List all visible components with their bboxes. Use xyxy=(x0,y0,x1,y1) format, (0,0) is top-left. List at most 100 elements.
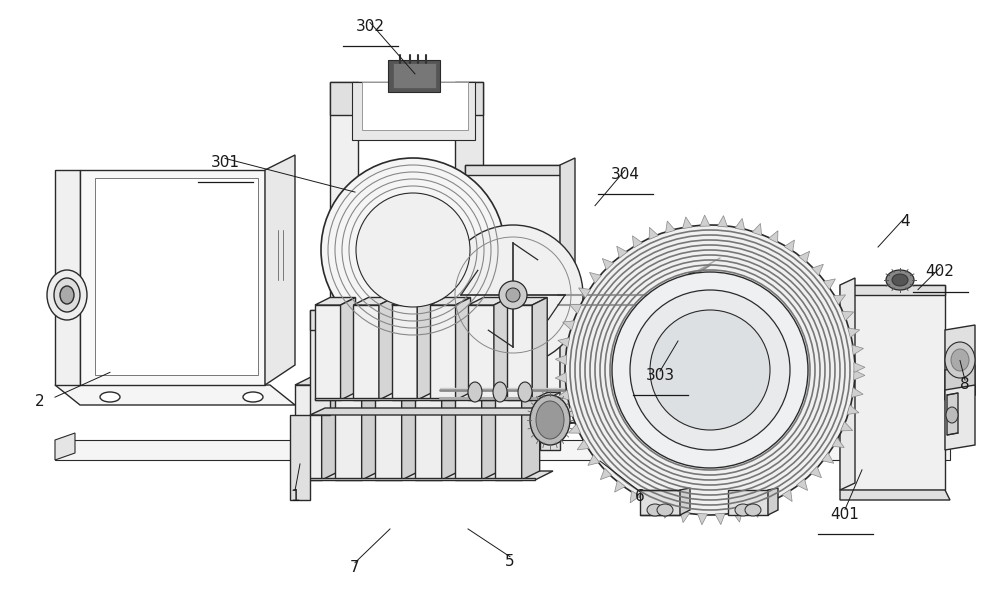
Polygon shape xyxy=(557,390,569,400)
Polygon shape xyxy=(495,376,540,385)
Polygon shape xyxy=(832,437,844,447)
Polygon shape xyxy=(330,82,483,115)
Ellipse shape xyxy=(650,310,770,430)
Ellipse shape xyxy=(951,349,969,371)
Polygon shape xyxy=(680,488,690,515)
Polygon shape xyxy=(315,398,545,400)
Polygon shape xyxy=(335,385,362,480)
Polygon shape xyxy=(590,272,601,283)
Polygon shape xyxy=(310,440,345,455)
Ellipse shape xyxy=(530,395,570,445)
Polygon shape xyxy=(847,405,859,414)
Polygon shape xyxy=(852,345,863,355)
Ellipse shape xyxy=(468,382,482,402)
Polygon shape xyxy=(507,297,547,305)
Ellipse shape xyxy=(945,342,975,378)
Polygon shape xyxy=(315,305,341,400)
Polygon shape xyxy=(310,408,560,415)
Polygon shape xyxy=(341,297,356,400)
Polygon shape xyxy=(823,279,835,290)
Polygon shape xyxy=(647,499,656,512)
Polygon shape xyxy=(649,228,658,239)
Ellipse shape xyxy=(668,280,692,310)
Text: 302: 302 xyxy=(356,19,384,34)
Polygon shape xyxy=(840,490,950,500)
Ellipse shape xyxy=(647,504,663,516)
Polygon shape xyxy=(375,385,402,480)
Polygon shape xyxy=(812,264,823,275)
Polygon shape xyxy=(353,297,394,305)
Polygon shape xyxy=(848,328,860,337)
Polygon shape xyxy=(683,217,692,229)
Polygon shape xyxy=(680,511,690,522)
Polygon shape xyxy=(822,453,834,463)
Polygon shape xyxy=(295,471,553,480)
Polygon shape xyxy=(379,297,394,400)
Polygon shape xyxy=(782,489,792,501)
Polygon shape xyxy=(295,385,322,480)
Ellipse shape xyxy=(612,272,808,468)
Polygon shape xyxy=(456,297,471,400)
Text: 5: 5 xyxy=(505,554,515,569)
Polygon shape xyxy=(353,305,379,400)
Text: 8: 8 xyxy=(960,376,970,392)
Polygon shape xyxy=(630,491,640,503)
Polygon shape xyxy=(947,393,958,435)
Polygon shape xyxy=(588,454,600,466)
Polygon shape xyxy=(810,466,821,478)
Text: 401: 401 xyxy=(831,506,859,522)
Polygon shape xyxy=(768,488,778,515)
Polygon shape xyxy=(579,288,591,298)
Polygon shape xyxy=(507,305,532,400)
Polygon shape xyxy=(95,178,258,375)
Polygon shape xyxy=(330,82,358,420)
Ellipse shape xyxy=(60,286,74,304)
Ellipse shape xyxy=(565,225,855,515)
Polygon shape xyxy=(766,498,776,511)
Polygon shape xyxy=(315,392,560,400)
Polygon shape xyxy=(468,305,494,400)
Polygon shape xyxy=(310,310,330,415)
Ellipse shape xyxy=(518,382,532,402)
Ellipse shape xyxy=(506,288,520,302)
Ellipse shape xyxy=(683,273,703,297)
Ellipse shape xyxy=(356,193,470,307)
Polygon shape xyxy=(558,337,570,348)
Polygon shape xyxy=(375,376,420,385)
Polygon shape xyxy=(310,310,545,330)
Polygon shape xyxy=(322,376,340,480)
Polygon shape xyxy=(540,420,560,450)
Polygon shape xyxy=(851,388,863,398)
Ellipse shape xyxy=(443,225,583,365)
Polygon shape xyxy=(455,385,482,480)
Polygon shape xyxy=(840,285,945,490)
Polygon shape xyxy=(945,365,975,400)
Polygon shape xyxy=(417,297,432,400)
Polygon shape xyxy=(854,362,865,372)
Polygon shape xyxy=(415,385,442,480)
Polygon shape xyxy=(430,297,471,305)
Polygon shape xyxy=(494,297,509,400)
Polygon shape xyxy=(290,415,310,500)
Polygon shape xyxy=(362,376,380,480)
Polygon shape xyxy=(632,236,642,248)
Text: 303: 303 xyxy=(645,368,675,383)
Polygon shape xyxy=(465,420,490,450)
Polygon shape xyxy=(468,297,509,305)
Polygon shape xyxy=(945,325,975,400)
Polygon shape xyxy=(362,82,468,130)
Polygon shape xyxy=(750,505,759,517)
Polygon shape xyxy=(455,440,498,455)
Polygon shape xyxy=(465,165,560,420)
Ellipse shape xyxy=(499,281,527,309)
Ellipse shape xyxy=(54,278,80,312)
Polygon shape xyxy=(570,304,582,314)
Polygon shape xyxy=(392,305,417,400)
Polygon shape xyxy=(718,216,728,227)
Polygon shape xyxy=(392,297,432,305)
Ellipse shape xyxy=(946,407,958,423)
Polygon shape xyxy=(532,297,547,400)
Text: 6: 6 xyxy=(635,489,645,504)
Text: 304: 304 xyxy=(610,167,640,182)
Polygon shape xyxy=(715,513,725,525)
